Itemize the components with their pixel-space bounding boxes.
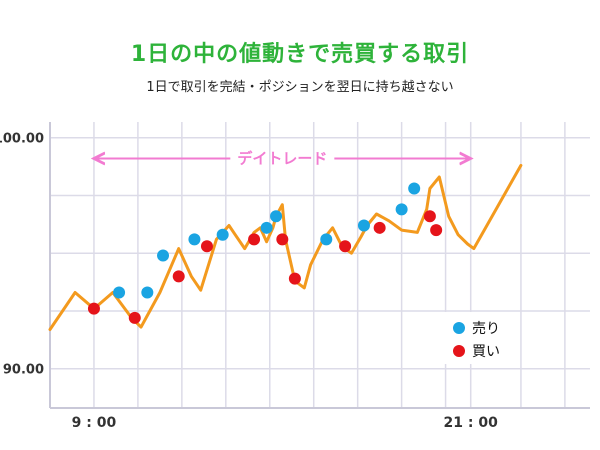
sell-point — [357, 219, 370, 232]
trade-points — [87, 182, 443, 324]
price-series — [48, 163, 523, 331]
buy-point — [423, 210, 436, 223]
buy-point — [276, 233, 289, 246]
sell-point — [188, 233, 201, 246]
sell-point — [408, 182, 421, 195]
sell-point — [141, 286, 154, 299]
buy-point — [128, 311, 141, 324]
x-tick-label: 21 : 00 — [444, 415, 499, 431]
legend-sell-label: 売り — [472, 321, 500, 337]
buy-point — [172, 270, 185, 283]
daytrade-annotation: デイトレード — [94, 150, 471, 168]
legend-buy-label: 買い — [472, 344, 500, 360]
sell-point — [113, 286, 126, 299]
tick-labels: 100.00 90.00 9 : 00 21 : 00 — [0, 132, 498, 431]
sell-point — [260, 221, 273, 234]
buy-point — [373, 221, 386, 234]
buy-point — [87, 302, 100, 315]
daytrade-label: デイトレード — [237, 150, 327, 168]
sell-point — [216, 228, 229, 241]
chart-subtitle: 1日で取引を完結・ポジションを翌日に持ち越さない — [146, 80, 454, 95]
buy-point — [339, 240, 352, 253]
buy-point — [200, 240, 213, 253]
sell-point — [395, 203, 408, 216]
legend-buy-marker — [453, 345, 465, 357]
sell-point — [157, 249, 170, 262]
y-tick-label: 100.00 — [0, 132, 44, 147]
chart-axes — [49, 122, 590, 409]
x-tick-label: 9 : 00 — [72, 415, 117, 431]
sell-point — [270, 210, 283, 223]
y-tick-label: 90.00 — [3, 363, 44, 378]
chart-title: 1日の中の値動きで売買する取引 — [130, 42, 470, 67]
buy-point — [288, 272, 301, 285]
sell-point — [320, 233, 333, 246]
price-line — [48, 163, 523, 331]
buy-point — [248, 233, 261, 246]
legend-sell-marker — [453, 322, 465, 334]
buy-point — [430, 224, 443, 237]
chart-legend: 売り 買い — [444, 312, 514, 364]
